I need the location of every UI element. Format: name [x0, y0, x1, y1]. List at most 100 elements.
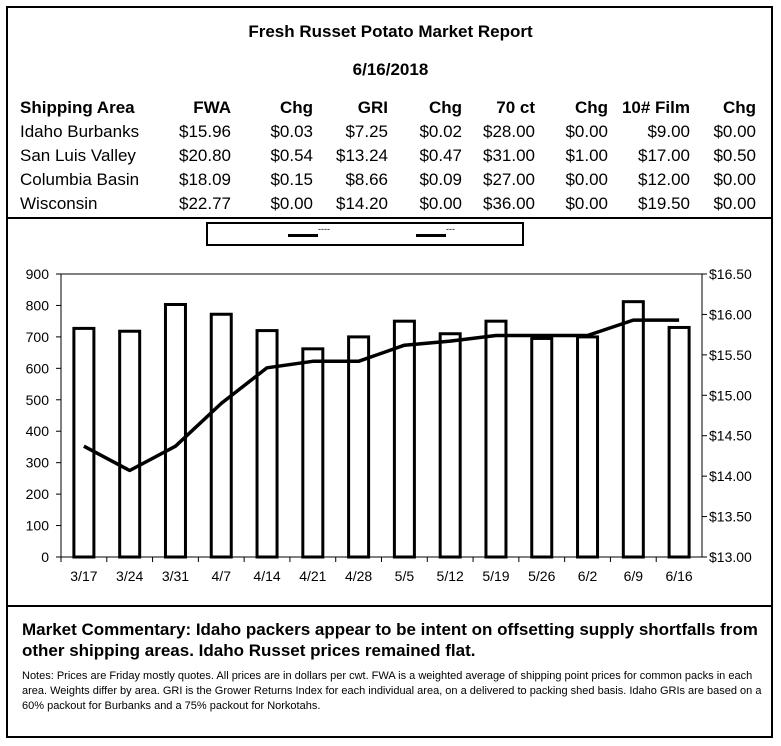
report-date: 6/16/2018 — [352, 60, 429, 79]
bar — [72, 326, 96, 559]
table-cell: $19.50 — [638, 194, 690, 213]
chart-frame — [6, 217, 773, 607]
left-axis-tick-label: 200 — [26, 486, 50, 502]
bar — [392, 319, 416, 559]
plot-area — [60, 273, 703, 558]
table-cell: Wisconsin — [20, 194, 98, 213]
chart-legend: ---- --- — [206, 222, 524, 246]
column-header: Chg — [428, 98, 462, 117]
right-axis-tick-label: $16.00 — [709, 306, 752, 322]
column-header: Chg — [574, 98, 608, 117]
left-axis-tick-label: 400 — [26, 423, 50, 439]
table-row: Wisconsin $22.77 $0.00 $14.20 $0.00 $36.… — [20, 192, 756, 216]
right-axis-tick-label: $13.50 — [709, 509, 752, 525]
x-axis-tick-label: 4/7 — [212, 568, 232, 584]
left-axis-tick-label: 800 — [26, 297, 50, 313]
legend-label: --- — [446, 224, 455, 234]
table-cell: $0.00 — [713, 170, 756, 189]
table-cell: $7.25 — [345, 122, 388, 141]
report-title: Fresh Russet Potato Market Report — [248, 22, 533, 41]
table-cell: $0.02 — [419, 122, 462, 141]
table-cell: $36.00 — [483, 194, 535, 213]
right-axis-tick-label: $15.50 — [709, 347, 752, 363]
column-header: FWA — [193, 98, 231, 117]
table-cell: $14.20 — [336, 194, 388, 213]
x-axis-tick-label: 6/2 — [578, 568, 598, 584]
left-axis-tick-label: 100 — [26, 518, 50, 534]
table-row: San Luis Valley $20.80 $0.54 $13.24 $0.4… — [20, 144, 756, 168]
x-axis-tick-label: 4/28 — [345, 568, 372, 584]
table-cell: Columbia Basin — [20, 170, 140, 189]
x-axis-tick-label: 3/31 — [162, 568, 189, 584]
bar — [209, 312, 233, 559]
right-axis-tick-label: $13.00 — [709, 549, 752, 565]
left-axis-tick-label: 0 — [41, 549, 49, 565]
bar — [667, 325, 691, 559]
column-header: Chg — [279, 98, 313, 117]
table-cell: $22.77 — [179, 194, 231, 213]
right-axis-tick-label: $14.50 — [709, 428, 752, 444]
table-cell: $0.00 — [713, 194, 756, 213]
bar — [255, 329, 279, 559]
x-axis-tick-label: 4/21 — [299, 568, 326, 584]
table-cell: $0.54 — [270, 146, 313, 165]
column-header: 70 ct — [496, 98, 535, 117]
table-cell: $12.00 — [638, 170, 690, 189]
table-cell: $1.00 — [565, 146, 608, 165]
table-cell: $0.47 — [419, 146, 462, 165]
table-cell: $0.00 — [713, 122, 756, 141]
table-cell: $0.00 — [565, 122, 608, 141]
table-cell: $8.66 — [345, 170, 388, 189]
report-frame — [6, 6, 773, 738]
left-axis-tick-label: 700 — [26, 329, 50, 345]
column-header: Chg — [722, 98, 756, 117]
table-cell: $0.00 — [419, 194, 462, 213]
table-cell: $0.00 — [270, 194, 313, 213]
table-cell: $31.00 — [483, 146, 535, 165]
table-cell: $15.96 — [179, 122, 231, 141]
bar — [484, 319, 508, 559]
bar — [347, 335, 371, 559]
price-table-header: Shipping Area FWA Chg GRI Chg 70 ct Chg … — [20, 96, 756, 120]
legend-swatch-bars — [288, 234, 318, 237]
left-axis-tick-label: 900 — [26, 266, 50, 282]
table-cell: San Luis Valley — [20, 146, 136, 165]
table-row: Columbia Basin $18.09 $0.15 $8.66 $0.09 … — [20, 168, 756, 192]
bar — [621, 300, 645, 559]
bar — [163, 303, 187, 559]
table-cell: $28.00 — [483, 122, 535, 141]
notes-text: Notes: Prices are Friday mostly quotes. … — [22, 670, 762, 712]
x-axis-tick-label: 5/12 — [437, 568, 464, 584]
bar — [530, 336, 554, 559]
table-cell: $0.50 — [713, 146, 756, 165]
x-axis-tick-label: 6/9 — [624, 568, 644, 584]
table-cell: $0.00 — [565, 194, 608, 213]
right-axis-tick-label: $16.50 — [709, 266, 752, 282]
table-cell: $0.15 — [270, 170, 313, 189]
x-axis-tick-label: 6/16 — [665, 568, 692, 584]
column-header: GRI — [357, 98, 388, 117]
column-header: 10# Film — [621, 98, 690, 117]
x-axis-tick-label: 5/26 — [528, 568, 555, 584]
bar — [301, 347, 325, 559]
table-cell: $20.80 — [179, 146, 231, 165]
price-table: Shipping Area FWA Chg GRI Chg 70 ct Chg … — [20, 96, 756, 216]
table-cell: $0.00 — [565, 170, 608, 189]
legend-swatch-line — [416, 234, 446, 237]
table-cell: $0.03 — [270, 122, 313, 141]
table-cell: $18.09 — [179, 170, 231, 189]
market-commentary: Market Commentary: Idaho packers appear … — [22, 620, 758, 660]
table-cell: $9.00 — [647, 122, 690, 141]
bar — [576, 335, 600, 559]
x-axis-tick-label: 5/19 — [482, 568, 509, 584]
table-cell: $17.00 — [638, 146, 690, 165]
bar — [118, 329, 142, 559]
left-axis-tick-label: 600 — [26, 360, 50, 376]
x-axis-tick-label: 3/17 — [70, 568, 97, 584]
x-axis-tick-label: 4/14 — [253, 568, 280, 584]
right-axis-tick-label: $14.00 — [709, 468, 752, 484]
left-axis-tick-label: 300 — [26, 455, 50, 471]
table-cell: $27.00 — [483, 170, 535, 189]
bar — [438, 332, 462, 559]
